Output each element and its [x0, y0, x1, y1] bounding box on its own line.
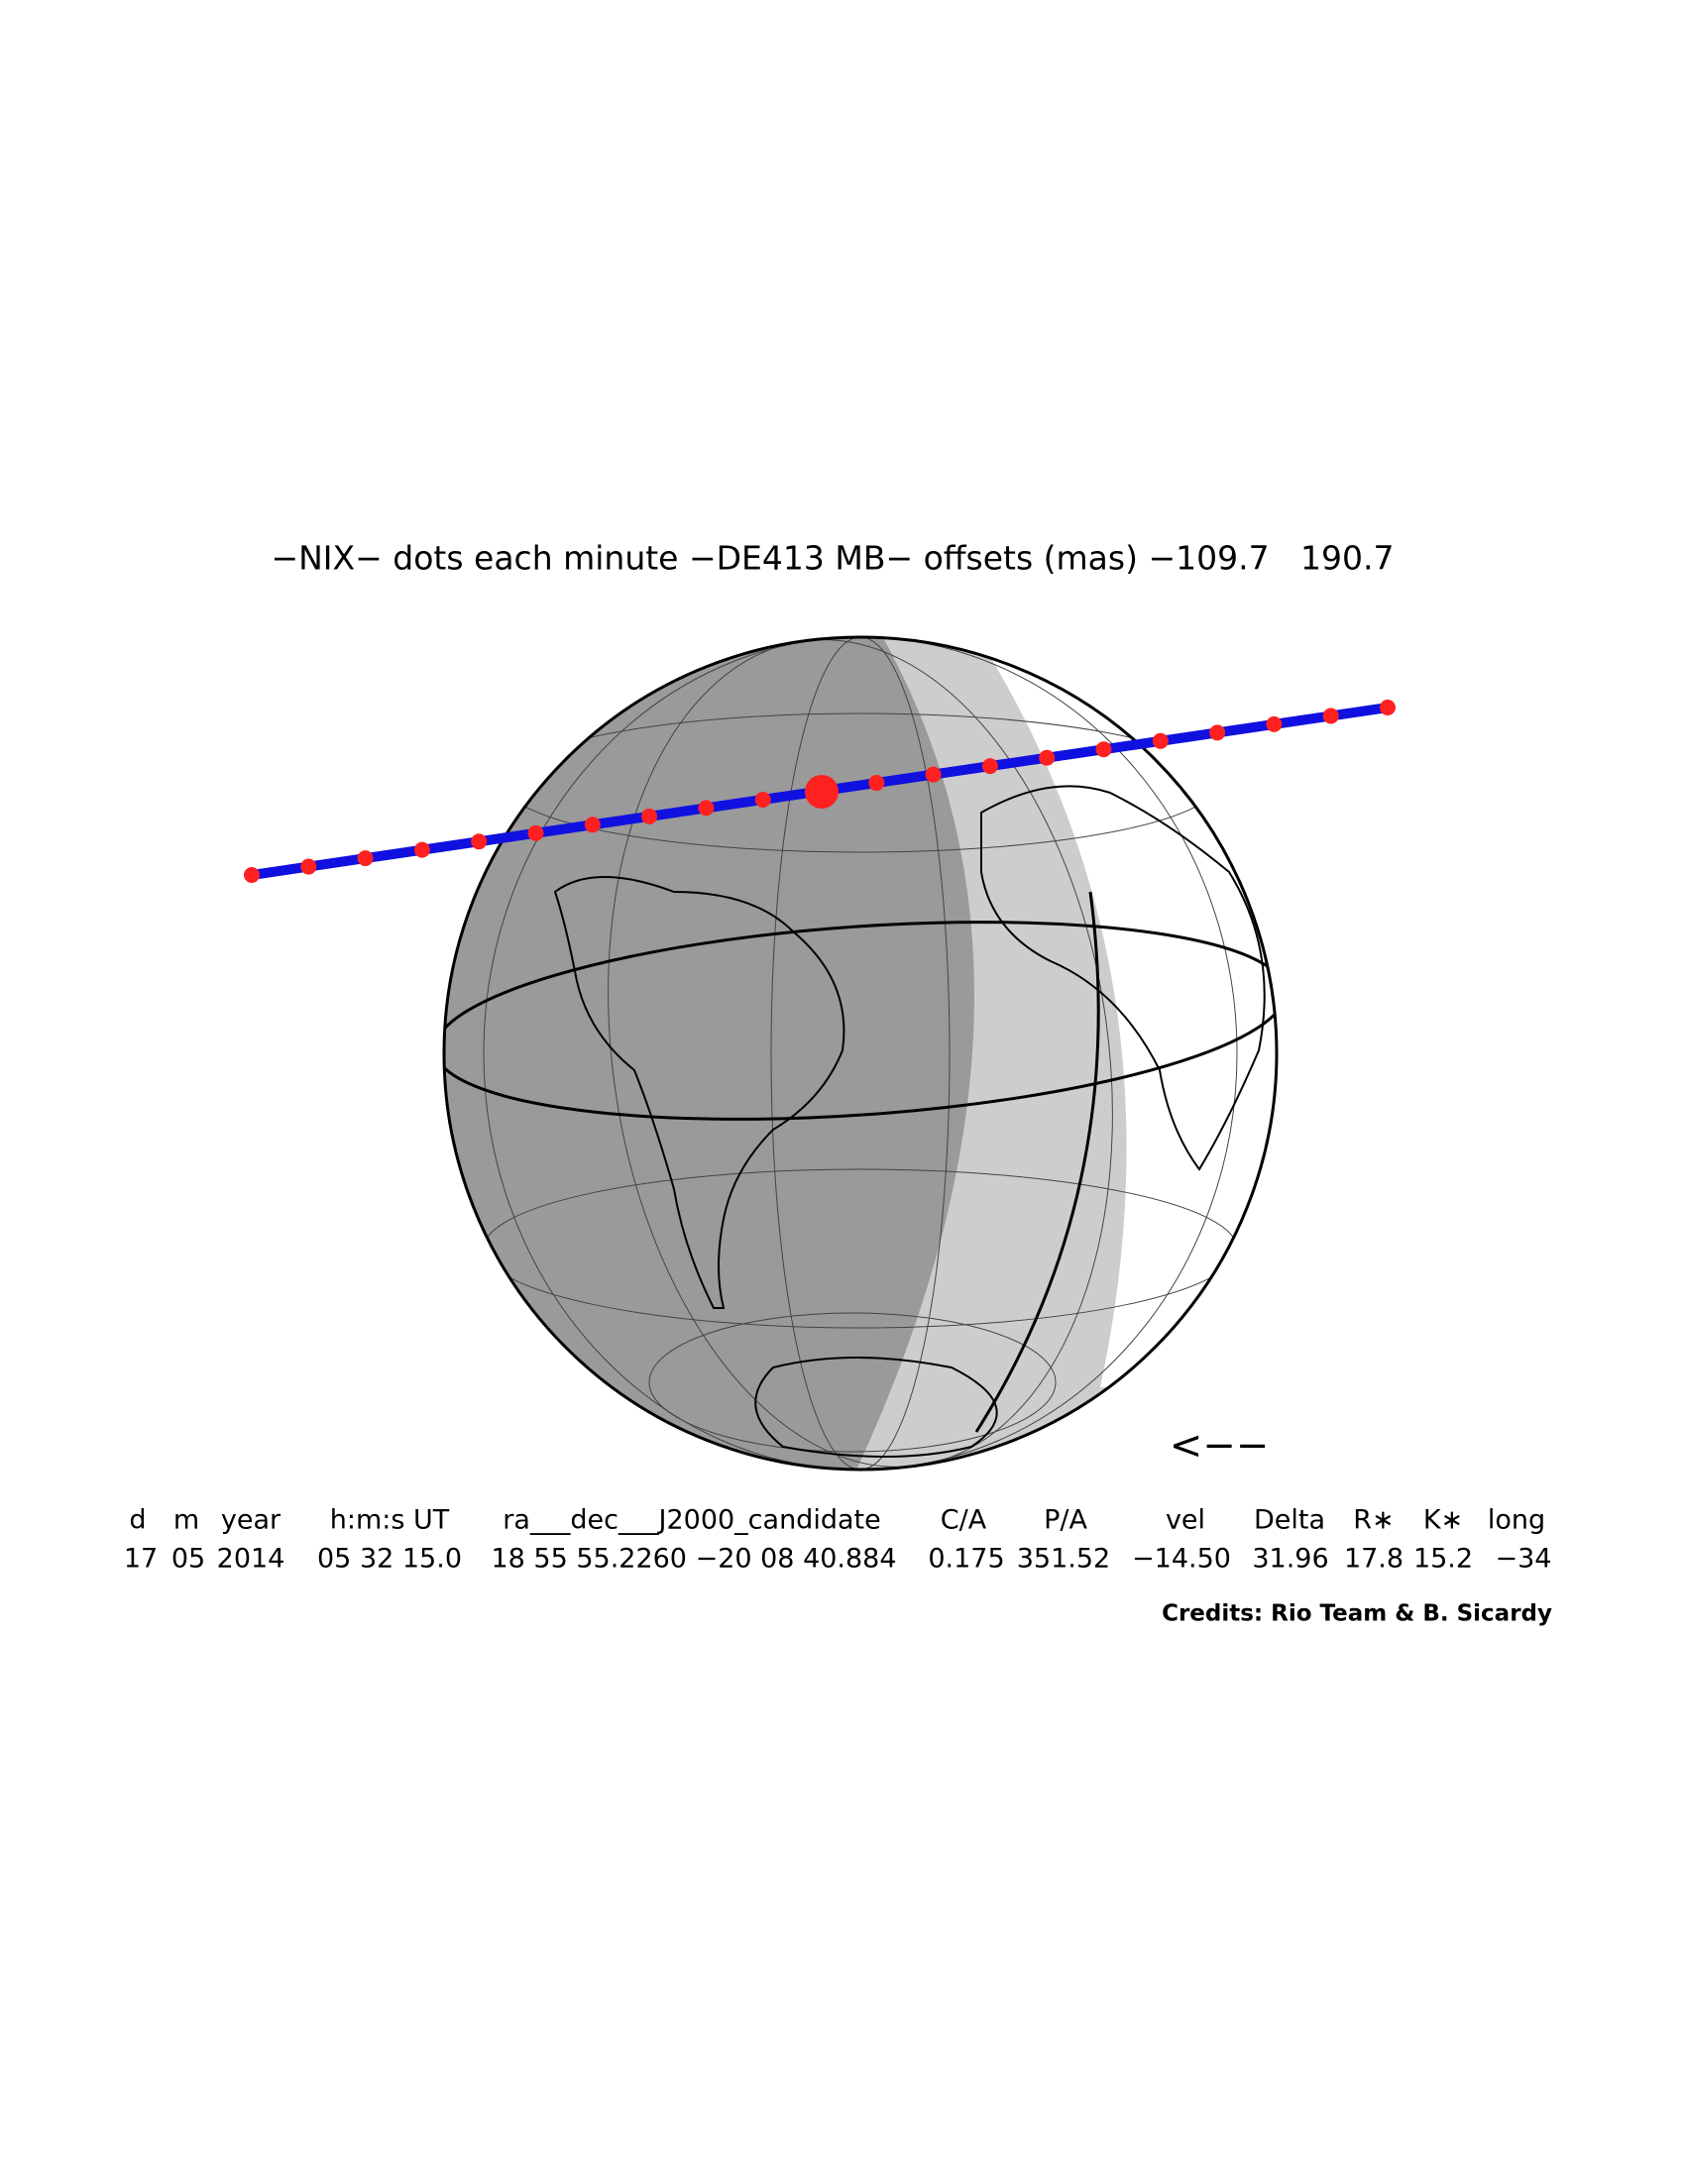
column-header: d [129, 1505, 146, 1536]
closest-approach-dot [805, 775, 839, 809]
minute-dot [641, 808, 658, 824]
shadow-track [244, 700, 1396, 883]
tropic-line [444, 921, 1277, 1121]
direction-arrow: <−− [1170, 1423, 1270, 1469]
column-header: year [221, 1505, 281, 1536]
title: −NIX− dots each minute −DE413 MB− offset… [271, 539, 1394, 578]
minute-dot [300, 858, 317, 875]
cell: −14.50 [1132, 1544, 1231, 1575]
globe [442, 635, 1279, 1472]
minute-dot [1380, 700, 1396, 715]
credits: Credits: Rio Team & B. Sicardy [1162, 1601, 1552, 1627]
cell: 05 32 15.0 [317, 1544, 462, 1575]
event-table: d m year h:m:s UT ra___dec___J2000_candidate… [124, 1505, 1552, 1575]
minute-dot [471, 833, 488, 850]
minute-dot [527, 824, 544, 841]
cell: 2014 [217, 1544, 285, 1575]
column-header: Delta [1254, 1505, 1325, 1536]
minute-dot [981, 758, 998, 775]
minute-dot [584, 817, 601, 833]
minute-dot [1039, 749, 1056, 766]
cell: 17 [124, 1544, 158, 1575]
column-header: R∗ [1353, 1505, 1394, 1536]
column-header: m [173, 1505, 199, 1536]
day-side [976, 637, 1277, 1387]
minute-dot [244, 867, 260, 883]
minute-dot [754, 791, 771, 808]
minute-dot [1095, 741, 1112, 758]
terminator [974, 891, 1100, 1433]
cell: −34 [1496, 1544, 1552, 1575]
cell: 05 [171, 1544, 205, 1575]
cell: 15.2 [1413, 1544, 1473, 1575]
minute-dot [698, 800, 715, 817]
cell: 31.96 [1252, 1544, 1328, 1575]
column-header: K∗ [1423, 1505, 1463, 1536]
minute-dot [868, 775, 885, 792]
column-header: h:m:s UT [330, 1505, 450, 1536]
cell: 0.175 [928, 1544, 1004, 1575]
cell: 17.8 [1344, 1544, 1404, 1575]
column-header: vel [1166, 1505, 1205, 1536]
minute-dot [357, 850, 374, 867]
minute-dot [413, 841, 430, 858]
column-header: C/A [941, 1505, 987, 1536]
column-header: P/A [1044, 1505, 1087, 1536]
cell: 351.52 [1017, 1544, 1110, 1575]
cell: 18 55 55.2260 −20 08 40.884 [491, 1544, 896, 1575]
minute-dot [1209, 724, 1226, 741]
minute-dot [1266, 715, 1283, 732]
minute-dot [1152, 732, 1169, 749]
column-header: long [1488, 1505, 1545, 1536]
minute-dot [925, 766, 942, 783]
column-header: ra___dec___J2000_candidate [503, 1505, 880, 1536]
coastlines [553, 785, 1266, 1458]
minute-dot [1322, 708, 1339, 724]
globe-outline [442, 635, 1279, 1472]
